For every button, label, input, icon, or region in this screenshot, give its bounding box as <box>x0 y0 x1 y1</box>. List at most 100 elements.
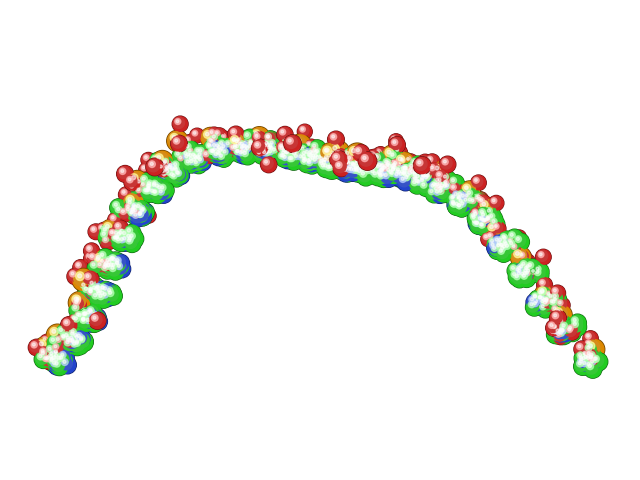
Circle shape <box>471 218 483 230</box>
Circle shape <box>328 156 340 169</box>
Circle shape <box>366 156 385 175</box>
Circle shape <box>265 142 268 144</box>
Circle shape <box>477 214 493 231</box>
Circle shape <box>82 314 100 332</box>
Circle shape <box>260 147 278 164</box>
Circle shape <box>593 355 600 362</box>
Circle shape <box>149 179 165 194</box>
Circle shape <box>589 355 593 358</box>
Circle shape <box>292 144 305 156</box>
Circle shape <box>495 225 497 228</box>
Circle shape <box>88 254 90 257</box>
Circle shape <box>89 253 95 260</box>
Circle shape <box>345 154 356 165</box>
Circle shape <box>55 362 58 365</box>
Circle shape <box>372 161 383 172</box>
Circle shape <box>388 161 404 177</box>
Circle shape <box>328 165 332 168</box>
Circle shape <box>419 170 435 187</box>
Circle shape <box>273 148 276 151</box>
Circle shape <box>506 237 516 247</box>
Circle shape <box>148 153 166 170</box>
Circle shape <box>433 164 442 172</box>
Circle shape <box>295 139 299 143</box>
Circle shape <box>422 172 433 183</box>
Circle shape <box>569 314 586 332</box>
Circle shape <box>142 209 156 222</box>
Circle shape <box>295 144 298 147</box>
Circle shape <box>147 159 163 175</box>
Circle shape <box>394 147 401 153</box>
Circle shape <box>166 164 184 181</box>
Circle shape <box>82 310 88 317</box>
Circle shape <box>118 228 125 234</box>
Circle shape <box>412 174 422 185</box>
Circle shape <box>427 187 439 199</box>
Circle shape <box>366 156 373 162</box>
Circle shape <box>376 169 383 176</box>
Circle shape <box>488 223 495 231</box>
Circle shape <box>131 184 145 198</box>
Circle shape <box>452 195 455 198</box>
Circle shape <box>339 158 351 170</box>
Circle shape <box>401 170 404 173</box>
Circle shape <box>260 146 267 153</box>
Circle shape <box>55 324 73 342</box>
Circle shape <box>80 307 92 319</box>
Circle shape <box>308 140 326 158</box>
Circle shape <box>237 139 253 155</box>
Circle shape <box>509 241 524 256</box>
Circle shape <box>516 233 518 236</box>
Circle shape <box>333 149 348 164</box>
Circle shape <box>196 155 202 161</box>
Circle shape <box>63 333 76 346</box>
Circle shape <box>591 356 598 362</box>
Circle shape <box>270 141 273 144</box>
Circle shape <box>76 299 79 301</box>
Circle shape <box>570 320 582 332</box>
Circle shape <box>353 165 359 171</box>
Circle shape <box>353 165 372 183</box>
Circle shape <box>78 275 84 280</box>
Circle shape <box>332 160 348 176</box>
Circle shape <box>143 184 157 198</box>
Circle shape <box>398 157 402 161</box>
Circle shape <box>377 170 380 174</box>
Circle shape <box>298 148 315 165</box>
Circle shape <box>408 171 412 174</box>
Circle shape <box>138 205 150 217</box>
Circle shape <box>380 163 395 178</box>
Circle shape <box>373 172 376 175</box>
Circle shape <box>369 168 386 185</box>
Circle shape <box>314 150 317 154</box>
Circle shape <box>515 266 521 273</box>
Circle shape <box>408 177 426 194</box>
Circle shape <box>228 133 248 153</box>
Circle shape <box>418 170 435 187</box>
Circle shape <box>487 236 502 252</box>
Circle shape <box>142 166 145 169</box>
Circle shape <box>353 166 360 173</box>
Circle shape <box>284 153 301 170</box>
Circle shape <box>380 168 383 171</box>
Circle shape <box>557 321 570 333</box>
Circle shape <box>265 143 280 157</box>
Circle shape <box>308 157 312 161</box>
Circle shape <box>125 230 143 248</box>
Circle shape <box>77 313 95 332</box>
Circle shape <box>285 139 300 153</box>
Circle shape <box>220 133 226 139</box>
Circle shape <box>435 178 451 194</box>
Circle shape <box>465 194 468 197</box>
Circle shape <box>464 194 481 211</box>
Circle shape <box>69 337 76 344</box>
Circle shape <box>486 222 500 236</box>
Circle shape <box>191 157 207 173</box>
Circle shape <box>157 164 172 179</box>
Circle shape <box>236 138 253 156</box>
Circle shape <box>344 164 357 177</box>
Circle shape <box>289 145 296 152</box>
Circle shape <box>303 156 319 172</box>
Circle shape <box>335 159 339 162</box>
Circle shape <box>211 142 218 149</box>
